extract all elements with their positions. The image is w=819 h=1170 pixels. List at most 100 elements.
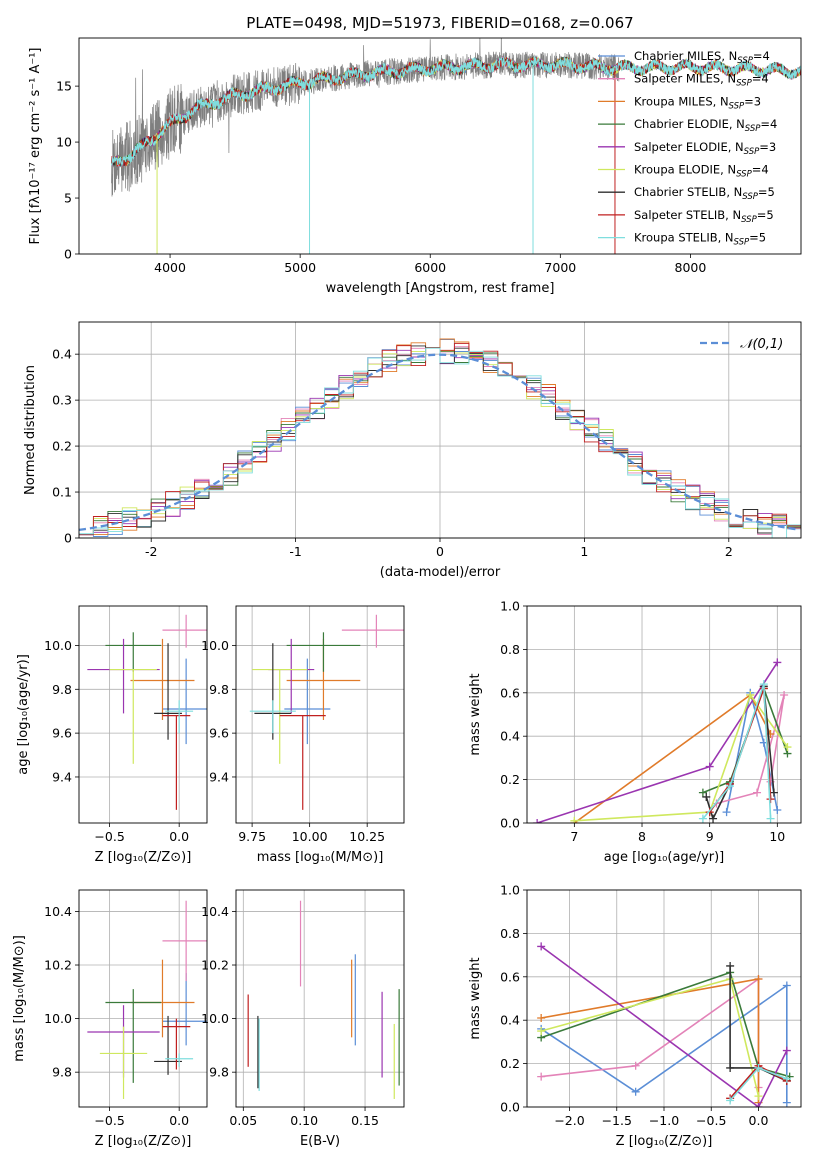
x-axis-label: (data-model)/error: [380, 565, 501, 580]
legend-label: Kroupa ELODIE, NSSP=4: [634, 163, 769, 180]
weight-marker: [725, 782, 734, 791]
panel-residuals: -2 -1 0 1 2 0 0.1 0.2 0.3 0.4 (data-model)/error No…: [23, 321, 802, 580]
x-tick-label: −0.5: [94, 1113, 124, 1128]
plot-area: [533, 658, 792, 823]
y-tick-label: 9.6: [52, 726, 72, 741]
weight-marker: [754, 1063, 763, 1072]
panel-spectrum: 4000 5000 6000 7000 8000 0 5 10 15 wavelength [An…: [28, 37, 802, 296]
y-axis-label: Normed distribution: [23, 365, 38, 495]
weight-line: [716, 694, 785, 805]
weight-marker: [766, 814, 775, 823]
weight-marker: [537, 1072, 546, 1081]
y-tick-label: 0.0: [500, 1100, 520, 1115]
y-axis-label: mass weight: [468, 673, 483, 755]
y-tick-label: 0.8: [500, 642, 520, 657]
y-tick-label: 0.0: [500, 816, 520, 831]
figure-title: PLATE=0498, MJD=51973, FIBERID=0168, z=0…: [246, 14, 633, 32]
y-axis-label: mass weight: [468, 957, 483, 1039]
weight-marker: [782, 1098, 791, 1107]
weight-marker: [705, 762, 714, 771]
weight-marker: [537, 1027, 546, 1036]
weight-line: [705, 686, 775, 821]
axes: 0.05 0.10 0.15 9.8 10.0 10.2 10.4 E(B-V): [201, 889, 405, 1149]
y-tick-label: 0.3: [52, 393, 72, 408]
grid: [79, 606, 207, 823]
weight-line: [702, 683, 772, 820]
y-tick-label: 0.4: [52, 347, 72, 362]
weight-marker: [783, 743, 792, 752]
y-tick-label: 0.6: [500, 685, 520, 700]
y-tick-label: 10.4: [201, 904, 229, 919]
y-tick-label: 0.4: [500, 729, 520, 744]
y-axis-label: age [log₁₀(age/yr)]: [16, 654, 31, 775]
y-tick-label: 9.4: [52, 769, 72, 784]
legend: Chabrier MILES, NSSP=4 Salpeter MILES, NS…: [598, 49, 777, 248]
weight-marker: [533, 819, 542, 823]
weight-marker: [773, 805, 782, 814]
axes-frame: [78, 605, 208, 824]
axes: −0.5 0.0 9.4 9.6 9.8 10.0 Z [log₁₀(Z/Z⊙)] age […: [16, 605, 208, 865]
y-tick-label: 10.2: [201, 958, 229, 973]
plot-area: [79, 338, 801, 538]
weight-line: [540, 978, 760, 1097]
weight-line: [540, 983, 788, 1103]
model-spectrum: [110, 56, 801, 168]
weight-line: [540, 945, 788, 1107]
legend-label: Salpeter STELIB, NSSP=5: [634, 208, 774, 225]
y-tick-label: 10: [56, 135, 72, 150]
x-axis-label: Z [log₁₀(Z/Z⊙)]: [616, 1134, 713, 1149]
x-axis-label: age [log₁₀(age/yr)]: [604, 850, 725, 865]
y-tick-label: 5: [64, 191, 72, 206]
axes-frame: [235, 889, 405, 1108]
panel-age_vs_mass: 9.75 10.00 10.25 9.4 9.6 9.8 10.0 mass [log₁₀(M…: [201, 605, 405, 865]
weight-marker: [769, 788, 778, 797]
legend-label: Salpeter MILES, NSSP=4: [634, 72, 769, 89]
weight-marker: [754, 1103, 763, 1107]
normal-reference-curve: [79, 353, 799, 532]
x-tick-label: 8000: [675, 260, 707, 275]
axes: -2 -1 0 1 2 0 0.1 0.2 0.3 0.4 (data-model)/error No…: [23, 321, 802, 580]
plot-area: [249, 614, 404, 810]
x-tick-label: 8: [638, 829, 646, 844]
weight-marker: [698, 814, 707, 823]
y-tick-label: 10.2: [44, 958, 72, 973]
x-tick-label: 0.15: [351, 1113, 379, 1128]
y-tick-label: 0: [64, 247, 72, 262]
grid: [236, 606, 404, 823]
y-tick-label: 0.6: [500, 969, 520, 984]
grid: [79, 890, 207, 1107]
x-tick-label: −2.0: [554, 1113, 584, 1128]
x-tick-label: 0.0: [749, 1113, 769, 1128]
y-tick-label: 0.1: [52, 485, 72, 500]
axes-frame: [235, 605, 405, 824]
x-tick-label: −1.5: [602, 1113, 632, 1128]
observed-spectrum: [111, 38, 620, 197]
weight-marker: [726, 1096, 735, 1105]
weight-marker: [722, 808, 731, 817]
y-tick-label: 10.4: [44, 904, 72, 919]
weight-marker: [754, 1092, 763, 1101]
weight-marker: [570, 816, 579, 823]
x-tick-label: 2: [725, 544, 733, 559]
axes: −0.5 0.0 9.8 10.0 10.2 10.4 Z [log₁₀(Z/Z⊙)] mas…: [12, 889, 208, 1149]
weight-marker: [631, 1061, 640, 1070]
weight-marker: [698, 788, 707, 797]
y-tick-label: 1.0: [500, 883, 520, 898]
x-tick-label: 10: [769, 829, 785, 844]
weight-marker: [766, 795, 775, 804]
axes: 7 8 9 10 0.0 0.2 0.4 0.6 0.8 1.0 age [log₁₀(age/yr…: [468, 599, 802, 865]
grid: [527, 889, 801, 1108]
legend-label: Kroupa MILES, NSSP=3: [634, 94, 761, 111]
weight-line: [540, 971, 790, 1078]
x-tick-label: 9: [706, 829, 714, 844]
y-tick-label: 0: [64, 531, 72, 546]
x-tick-label: 6000: [414, 260, 446, 275]
plot-area: [110, 38, 801, 254]
x-tick-label: 0.0: [169, 1113, 189, 1128]
x-tick-label: 10.25: [349, 829, 385, 844]
axes: 9.75 10.00 10.25 9.4 9.6 9.8 10.0 mass [log₁₀(M…: [201, 605, 405, 865]
grid: [236, 890, 404, 1107]
weight-line: [709, 688, 772, 813]
x-tick-label: 10.00: [292, 829, 328, 844]
legend-label: 𝒩(0,1): [740, 337, 783, 352]
